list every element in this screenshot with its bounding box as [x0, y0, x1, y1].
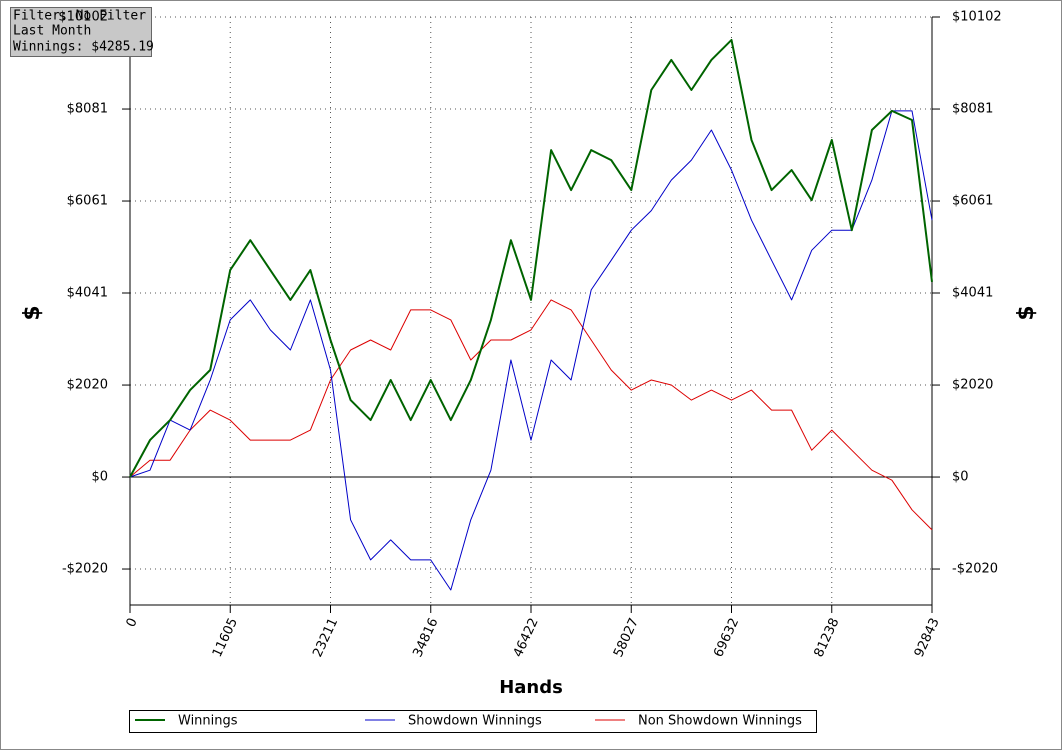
info-background: [10, 7, 152, 57]
series-line: [129, 299, 933, 531]
x-axis-title: Hands: [499, 677, 563, 698]
legend-label: Showdown Winnings: [408, 714, 542, 729]
info-line: Last Month: [13, 24, 91, 39]
series-line: [129, 110, 933, 591]
y2-tick-label: -$2020: [952, 562, 998, 577]
info-line: Filter: No Filter: [13, 9, 146, 24]
y2-tick-label: $2020: [952, 378, 993, 393]
y-tick-label: $4041: [67, 286, 108, 301]
y-tick-label: -$2020: [62, 562, 108, 577]
plot-area: [122, 16, 940, 613]
y-tick-label: $8081: [67, 102, 108, 117]
info-line: Winnings: $4285.19: [13, 40, 154, 55]
y2-tick-label: $6061: [952, 194, 993, 209]
legend-label: Winnings: [178, 714, 238, 729]
y-tick-label: $6061: [67, 194, 108, 209]
y2-tick-label: $0: [952, 470, 969, 485]
y-axis-title: $: [20, 305, 45, 320]
series-line: [129, 38, 933, 478]
y-tick-label: $0: [91, 470, 108, 485]
y-tick-label: $2020: [67, 378, 108, 393]
y2-tick-label: $4041: [952, 286, 993, 301]
y2-tick-label: $10102: [952, 10, 1002, 25]
legend: [129, 710, 817, 733]
y2-tick-label: $8081: [952, 102, 993, 117]
legend-label: Non Showdown Winnings: [638, 714, 802, 729]
info-box: Filter: No Filter Last Month Winnings: $…: [10, 7, 154, 57]
y-tick-label: $10102: [58, 10, 108, 25]
y2-axis-title: $: [1014, 305, 1039, 320]
